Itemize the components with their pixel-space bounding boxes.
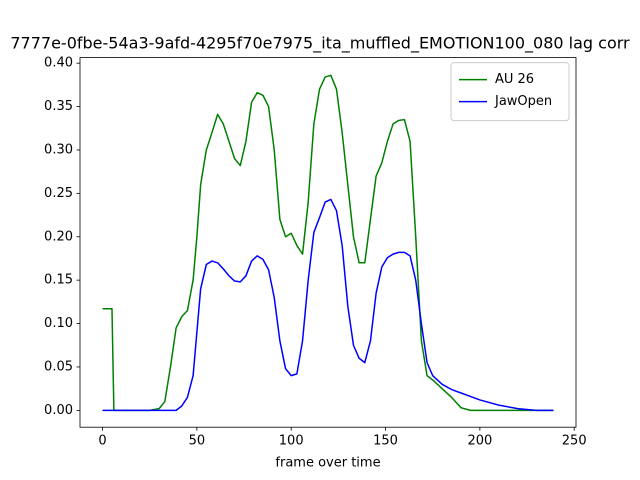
- y-tick-label: 0.20: [44, 229, 73, 244]
- x-tick-label: 150: [373, 434, 398, 449]
- data-line: [102, 198, 554, 412]
- y-tick-label: 0.05: [44, 359, 73, 374]
- y-tick-label: 0.35: [44, 99, 73, 114]
- legend-label: AU 26: [495, 72, 534, 87]
- chart-title: 7777e-0fbe-54a3-9afd-4295f70e7975_ita_mu…: [10, 34, 630, 54]
- legend-box: [450, 62, 570, 122]
- legend-label: JawOpen: [494, 94, 552, 109]
- x-tick-label: 200: [467, 434, 492, 449]
- x-tick-label: 100: [279, 434, 304, 449]
- x-axis-label: frame over time: [275, 456, 380, 471]
- y-tick-label: 0.25: [44, 186, 73, 201]
- y-tick-label: 0.10: [44, 316, 73, 331]
- x-tick-label: 0: [98, 434, 106, 449]
- y-tick-label: 0.00: [44, 403, 73, 418]
- data-line: [102, 74, 554, 412]
- x-tick-label: 250: [562, 434, 587, 449]
- y-tick-label: 0.15: [44, 273, 73, 288]
- y-tick-label: 0.30: [44, 142, 73, 157]
- x-tick-label: 50: [189, 434, 206, 449]
- y-tick-label: 0.40: [44, 56, 73, 71]
- plot-frame: [79, 57, 577, 428]
